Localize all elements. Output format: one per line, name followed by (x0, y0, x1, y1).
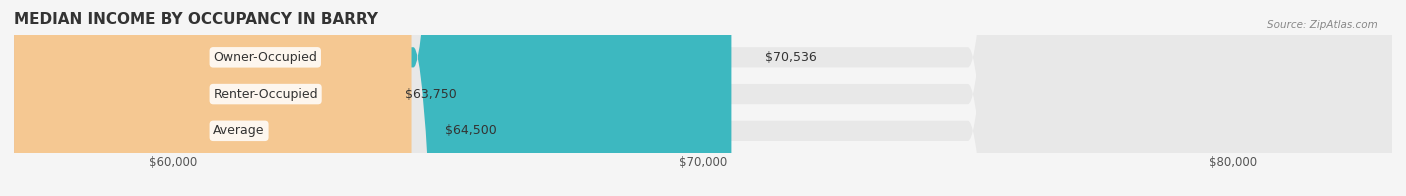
Text: Owner-Occupied: Owner-Occupied (214, 51, 318, 64)
Text: MEDIAN INCOME BY OCCUPANCY IN BARRY: MEDIAN INCOME BY OCCUPANCY IN BARRY (14, 12, 378, 27)
FancyBboxPatch shape (14, 0, 731, 196)
FancyBboxPatch shape (14, 0, 1392, 196)
Text: Source: ZipAtlas.com: Source: ZipAtlas.com (1267, 20, 1378, 30)
Text: $64,500: $64,500 (444, 124, 496, 137)
FancyBboxPatch shape (14, 0, 1392, 196)
FancyBboxPatch shape (14, 0, 1392, 196)
Text: $70,536: $70,536 (765, 51, 817, 64)
Text: $63,750: $63,750 (405, 88, 457, 101)
Text: Average: Average (214, 124, 264, 137)
FancyBboxPatch shape (14, 0, 412, 196)
FancyBboxPatch shape (14, 0, 371, 196)
Text: Renter-Occupied: Renter-Occupied (214, 88, 318, 101)
